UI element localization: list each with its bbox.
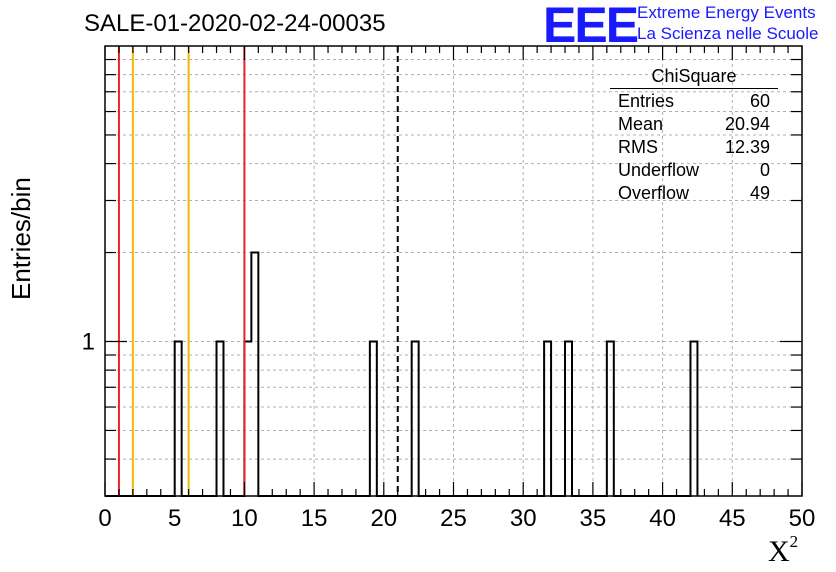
x-axis-label: X2 xyxy=(768,532,798,569)
x-tick-label: 35 xyxy=(580,505,607,532)
x-tick-label: 5 xyxy=(168,505,181,532)
stats-label: Underflow xyxy=(618,160,700,180)
histogram-bin xyxy=(412,341,419,496)
x-tick-label: 0 xyxy=(98,505,111,532)
histogram-bin xyxy=(370,341,377,496)
chart-title: SALE-01-2020-02-24-00035 xyxy=(84,10,386,37)
histogram-bin xyxy=(607,341,614,496)
histogram-bin xyxy=(217,341,224,496)
eee-logo: EEE xyxy=(543,0,639,53)
x-tick-label: 20 xyxy=(370,505,397,532)
x-tick-label: 25 xyxy=(440,505,467,532)
histogram-bin xyxy=(690,341,697,496)
x-axis-label-sup: 2 xyxy=(789,532,799,551)
stats-value: 49 xyxy=(749,183,770,203)
stats-row: Overflow 49 xyxy=(610,183,778,206)
histogram-bin xyxy=(175,341,182,496)
x-tick-label: 40 xyxy=(649,505,676,532)
stats-value: 12.39 xyxy=(724,137,770,157)
stats-label: Entries xyxy=(618,91,675,111)
histogram-bin xyxy=(544,341,551,496)
stats-row: Entries 60 xyxy=(610,91,778,114)
stats-row: Underflow 0 xyxy=(610,160,778,183)
x-tick-label: 10 xyxy=(231,505,258,532)
stats-value: 60 xyxy=(749,91,770,111)
histogram-bin xyxy=(565,341,572,496)
x-tick-label: 45 xyxy=(719,505,746,532)
stats-label: Mean xyxy=(618,114,664,134)
histogram-bin xyxy=(251,253,258,496)
x-tick-label: 50 xyxy=(789,505,816,532)
stats-value: 0 xyxy=(759,160,770,180)
stats-label: RMS xyxy=(618,137,658,157)
stats-box: ChiSquare Entries 60 Mean 20.94 RMS 12.3… xyxy=(610,66,778,206)
stats-row: Mean 20.94 xyxy=(610,114,778,137)
x-tick-label: 30 xyxy=(510,505,537,532)
y-tick-label: 1 xyxy=(82,328,95,355)
stats-row: RMS 12.39 xyxy=(610,137,778,160)
stats-value: 20.94 xyxy=(724,114,770,134)
logo-line-2: La Scienza nelle Scuole xyxy=(637,24,819,43)
x-tick-label: 15 xyxy=(301,505,328,532)
y-axis-label: Entries/bin xyxy=(6,177,36,300)
histogram-bin xyxy=(244,341,251,496)
x-axis-label-base: X xyxy=(768,535,790,568)
stats-title: ChiSquare xyxy=(610,66,778,89)
logo-line-1: Extreme Energy Events xyxy=(637,3,816,22)
stats-label: Overflow xyxy=(618,183,690,203)
